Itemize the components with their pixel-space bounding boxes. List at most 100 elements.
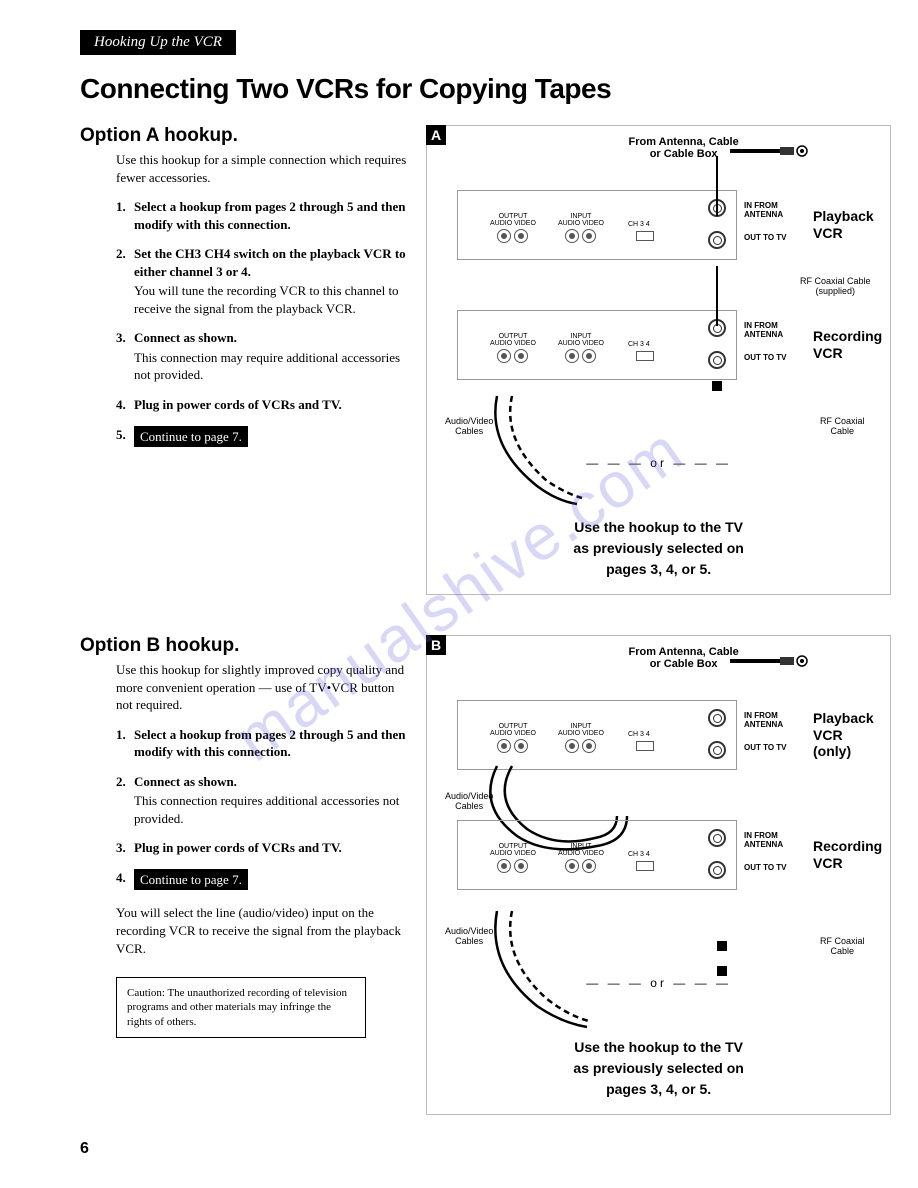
playback-vcr-row-b: OUTPUT AUDIO VIDEO INPUT AUDIO VIDEO CH … xyxy=(435,700,882,770)
av-label: AUDIO VIDEO xyxy=(490,220,536,227)
out-tv-label-a1: OUT TO TV xyxy=(744,233,814,242)
av-cables-label-a: Audio/Video Cables xyxy=(445,416,493,436)
step-a2-bold: Set the CH3 CH4 switch on the playback V… xyxy=(134,246,406,279)
step-a4-bold: Plug in power cords of VCRs and TV. xyxy=(134,397,342,412)
step-a5: Continue to page 7. xyxy=(116,426,410,448)
ch-label-a2: CH 3 4 xyxy=(628,341,650,348)
input-label: INPUT xyxy=(558,213,604,220)
input-label-b1: INPUT xyxy=(558,723,604,730)
out-tv-label-b2: OUT TO TV xyxy=(744,863,814,872)
input-ports-b1: INPUT AUDIO VIDEO xyxy=(558,723,604,753)
ch-label-b2: CH 3 4 xyxy=(628,851,650,858)
step-a2: Set the CH3 CH4 switch on the playback V… xyxy=(116,245,410,317)
page-number: 6 xyxy=(80,1140,89,1158)
recording-vcr-row-b: OUTPUT AUDIO VIDEO INPUT AUDIO VIDEO CH … xyxy=(435,820,882,890)
coax-in-a2 xyxy=(708,319,726,337)
rf-coax-label-b: RF Coaxial Cable xyxy=(812,936,872,956)
playback-vcr-label-a: Playback VCR xyxy=(813,208,874,242)
input-label-b2: INPUT xyxy=(558,843,604,850)
recording-vcr-row-a: OUTPUT AUDIO VIDEO INPUT AUDIO VIDEO CH … xyxy=(435,310,882,380)
rf-supplied-label-a: RF Coaxial Cable (supplied) xyxy=(790,276,880,296)
input-ports-b2: INPUT AUDIO VIDEO xyxy=(558,843,604,873)
playback-vcr-label-b: Playback VCR (only) xyxy=(813,710,882,760)
coax-out-b2 xyxy=(708,861,726,879)
step-a4: Plug in power cords of VCRs and TV. xyxy=(116,396,410,414)
ch-switch-b1 xyxy=(636,741,654,751)
av-label-b1b: AUDIO VIDEO xyxy=(558,730,604,737)
ch-switch-b2 xyxy=(636,861,654,871)
recording-vcr-label-b: Recording VCR xyxy=(813,838,882,872)
input-ports-a1: INPUT AUDIO VIDEO xyxy=(558,213,604,243)
coax-in-b1 xyxy=(708,709,726,727)
in-antenna-label-a2: IN FROM ANTENNA xyxy=(744,321,814,339)
step-b3-bold: Plug in power cords of VCRs and TV. xyxy=(134,840,342,855)
main-title: Connecting Two VCRs for Copying Tapes xyxy=(80,73,878,105)
option-b-steps: Select a hookup from pages 2 through 5 a… xyxy=(116,726,410,891)
av-label-b2: AUDIO VIDEO xyxy=(490,850,536,857)
step-a1: Select a hookup from pages 2 through 5 a… xyxy=(116,198,410,233)
av-cable-curves-a xyxy=(477,386,727,506)
option-a-heading: Option A hookup. xyxy=(80,125,410,147)
rf-squares-b xyxy=(707,901,737,981)
option-a-text: Option A hookup. Use this hookup for a s… xyxy=(80,125,410,595)
av-cable-curves-b xyxy=(477,901,727,1031)
playback-vcr-row-a: OUTPUT AUDIO VIDEO INPUT AUDIO VIDEO CH … xyxy=(435,190,882,260)
output-ports-a2: OUTPUT AUDIO VIDEO xyxy=(490,333,536,363)
section-banner: Hooking Up the VCR xyxy=(80,30,236,55)
coax-out-a1 xyxy=(708,231,726,249)
option-b-text: Option B hookup. Use this hookup for sli… xyxy=(80,635,410,1115)
option-b-heading: Option B hookup. xyxy=(80,635,410,657)
out-tv-label-b1: OUT TO TV xyxy=(744,743,814,752)
recording-vcr-box-b: OUTPUT AUDIO VIDEO INPUT AUDIO VIDEO CH … xyxy=(457,820,737,890)
ch-label-a1: CH 3 4 xyxy=(628,221,650,228)
output-ports-b2: OUTPUT AUDIO VIDEO xyxy=(490,843,536,873)
in-antenna-label-a1: IN FROM ANTENNA xyxy=(744,201,814,219)
figure-a-col: A From Antenna, Cable or Cable Box OUTPU… xyxy=(426,125,891,595)
option-a-intro: Use this hookup for a simple connection … xyxy=(116,151,410,186)
av-label-b2b: AUDIO VIDEO xyxy=(558,850,604,857)
page-content: Hooking Up the VCR Connecting Two VCRs f… xyxy=(0,0,918,1135)
av-label2: AUDIO VIDEO xyxy=(558,220,604,227)
option-a-steps: Select a hookup from pages 2 through 5 a… xyxy=(116,198,410,447)
continue-a: Continue to page 7. xyxy=(134,426,248,448)
output-ports-a1: OUTPUT AUDIO VIDEO xyxy=(490,213,536,243)
ch-label-b1: CH 3 4 xyxy=(628,731,650,738)
figure-b-col: B From Antenna, Cable or Cable Box OUTPU… xyxy=(426,635,891,1115)
option-b-row: Option B hookup. Use this hookup for sli… xyxy=(80,635,878,1115)
coax-in-b2 xyxy=(708,829,726,847)
av-cables-label-b2: Audio/Video Cables xyxy=(445,926,493,946)
output-label2: OUTPUT xyxy=(490,333,536,340)
playback-vcr-box-b: OUTPUT AUDIO VIDEO INPUT AUDIO VIDEO CH … xyxy=(457,700,737,770)
in-antenna-label-b1: IN FROM ANTENNA xyxy=(744,711,814,729)
step-a3-bold: Connect as shown. xyxy=(134,330,237,345)
in-antenna-label-b2: IN FROM ANTENNA xyxy=(744,831,814,849)
figure-a-letter: A xyxy=(426,125,446,145)
antenna-plug-icon xyxy=(730,144,810,156)
input-label2: INPUT xyxy=(558,333,604,340)
coax-out-a2 xyxy=(708,351,726,369)
coax-in-a1 xyxy=(708,199,726,217)
output-label-b2: OUTPUT xyxy=(490,843,536,850)
step-a3: Connect as shown.This connection may req… xyxy=(116,329,410,384)
continue-b: Continue to page 7. xyxy=(134,869,248,891)
output-label-b1: OUTPUT xyxy=(490,723,536,730)
figure-a-from-label: From Antenna, Cable or Cable Box xyxy=(485,136,882,160)
use-hookup-a: Use the hookup to the TV as previously s… xyxy=(427,517,890,580)
or-divider-b: — — — or — — — xyxy=(427,976,890,990)
coax-out-b1 xyxy=(708,741,726,759)
av-cables-label-b1: Audio/Video Cables xyxy=(445,791,493,811)
ch-switch-a1 xyxy=(636,231,654,241)
step-b1: Select a hookup from pages 2 through 5 a… xyxy=(116,726,410,761)
step-b4: Continue to page 7. xyxy=(116,869,410,891)
figure-b: B From Antenna, Cable or Cable Box OUTPU… xyxy=(426,635,891,1115)
av-label4: AUDIO VIDEO xyxy=(558,340,604,347)
ch-switch-a2 xyxy=(636,351,654,361)
input-ports-a2: INPUT AUDIO VIDEO xyxy=(558,333,604,363)
option-a-row: Option A hookup. Use this hookup for a s… xyxy=(80,125,878,595)
antenna-plug-icon-b xyxy=(730,654,810,666)
step-b1-bold: Select a hookup from pages 2 through 5 a… xyxy=(134,727,405,760)
step-a1-bold: Select a hookup from pages 2 through 5 a… xyxy=(134,199,405,232)
step-b2-bold: Connect as shown. xyxy=(134,774,237,789)
option-b-after: You will select the line (audio/video) i… xyxy=(116,904,410,957)
figure-a: A From Antenna, Cable or Cable Box OUTPU… xyxy=(426,125,891,595)
